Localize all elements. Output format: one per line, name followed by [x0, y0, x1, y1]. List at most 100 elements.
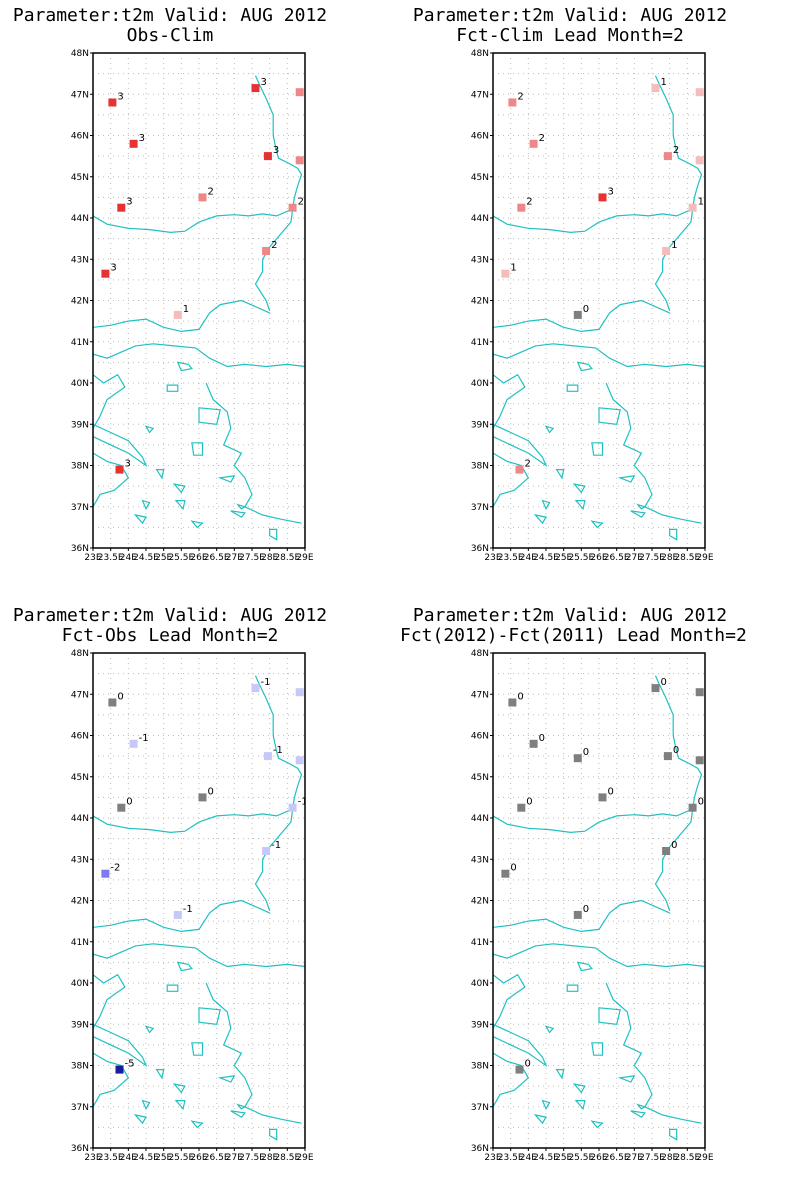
island-outline — [572, 1083, 586, 1094]
island-outline — [591, 1042, 604, 1056]
island-outline — [217, 475, 236, 483]
island-outline — [133, 514, 147, 525]
panel-title: Parameter:t2m Valid: AUG 2012 — [412, 605, 728, 626]
island-outline — [636, 1103, 647, 1110]
panel-title: Parameter:t2m Valid: AUG 2012 — [412, 5, 728, 26]
station-value-label: 0 — [126, 797, 132, 808]
station-value-label: 2 — [673, 145, 679, 156]
lat-tick-label: 37N — [471, 503, 489, 513]
lon-tick-label: 28E — [261, 1153, 278, 1160]
lon-tick-label: 27.5E — [239, 553, 265, 560]
lat-tick-label: 47N — [71, 90, 89, 100]
station-value-label: -1 — [261, 677, 271, 688]
lon-tick-label: 24E — [120, 553, 137, 560]
island-outline — [617, 1075, 636, 1083]
coastline — [654, 675, 703, 911]
lon-tick-label: 23.5E — [98, 553, 124, 560]
panel-title: Parameter:t2m Valid: AUG 2012 — [12, 605, 328, 626]
station-value-label: 1 — [661, 77, 667, 88]
station-marker — [688, 203, 697, 212]
coastline — [93, 373, 126, 429]
station-value-label: 0 — [673, 745, 679, 756]
lat-tick-label: 44N — [71, 214, 89, 224]
island-outline — [190, 1120, 204, 1129]
station-value-label: 3 — [273, 145, 279, 156]
station-marker — [198, 193, 207, 202]
station-marker — [173, 310, 182, 319]
lat-tick-label: 39N — [71, 420, 89, 430]
lat-tick-label: 40N — [471, 379, 489, 389]
station-marker — [251, 684, 260, 693]
panel-subtitle: Obs-Clim — [126, 25, 214, 46]
island-outline — [566, 384, 579, 392]
map-panel-fct-obs: Parameter:t2m Valid: AUG 2012 Fct-Obs Le… — [0, 600, 340, 1161]
station-marker — [695, 756, 704, 765]
lat-tick-label: 36N — [471, 544, 489, 554]
lat-tick-label: 43N — [71, 255, 89, 265]
lat-tick-label: 41N — [71, 338, 89, 348]
station-marker — [529, 139, 538, 148]
lon-tick-label: 26E — [590, 553, 607, 560]
station-value-label: 2 — [271, 240, 277, 251]
station-value-label: 2 — [526, 197, 532, 208]
coastline — [493, 1052, 530, 1108]
station-value-label: 0 — [526, 797, 532, 808]
station-marker — [295, 756, 304, 765]
island-outline — [174, 1100, 186, 1111]
station-marker — [598, 793, 607, 802]
station-marker — [501, 269, 510, 278]
island-outline — [236, 1103, 247, 1110]
coastline — [93, 1052, 130, 1108]
station-marker — [288, 203, 297, 212]
island-outline — [590, 1120, 604, 1129]
station-marker — [517, 803, 526, 812]
coastline — [93, 943, 305, 968]
lat-tick-label: 47N — [471, 690, 489, 700]
station-marker — [651, 84, 660, 93]
lon-tick-label: 24E — [520, 1153, 537, 1160]
map-panel-obs-clim: Parameter:t2m Valid: AUG 2012 Obs-Clim 3… — [0, 0, 340, 561]
coastline — [205, 382, 302, 524]
station-value-label: 3 — [125, 459, 131, 470]
island-outline — [155, 1069, 165, 1080]
station-value-label: -1 — [298, 797, 308, 808]
station-value-label: 2 — [298, 197, 304, 208]
lat-tick-label: 46N — [471, 132, 489, 142]
station-value-label: 2 — [517, 92, 523, 103]
island-outline — [269, 1128, 278, 1141]
station-value-label: -5 — [125, 1059, 135, 1070]
lat-tick-label: 44N — [471, 214, 489, 224]
station-value-label: 3 — [608, 186, 614, 197]
station-marker — [508, 698, 517, 707]
island-outline — [566, 984, 579, 992]
lon-tick-label: 23.5E — [498, 1153, 524, 1160]
island-outline — [230, 1110, 247, 1118]
island-outline — [191, 442, 204, 456]
lat-tick-label: 37N — [71, 1103, 89, 1113]
island-outline — [141, 1099, 151, 1111]
panel-subtitle: Fct(2012)-Fct(2011) Lead Month=2 — [400, 625, 747, 646]
station-value-label: -1 — [273, 745, 283, 756]
lat-tick-label: 43N — [71, 855, 89, 865]
island-outline — [555, 1069, 565, 1080]
station-value-label: 0 — [510, 863, 516, 874]
coastline — [93, 209, 292, 234]
island-outline — [144, 425, 155, 434]
lat-tick-label: 38N — [471, 1062, 489, 1072]
coastline — [93, 343, 305, 368]
coastline — [493, 423, 548, 468]
island-outline — [630, 510, 647, 518]
station-marker — [651, 684, 660, 693]
map-plot: 21 122 1231110248N47N46N45N44N43N42N41N40N… — [471, 49, 714, 560]
lon-tick-label: 25.5E — [568, 553, 594, 560]
station-value-label: -1 — [139, 733, 149, 744]
station-marker — [295, 88, 304, 97]
coastline — [254, 675, 303, 911]
lat-tick-label: 48N — [471, 649, 489, 659]
lat-tick-label: 39N — [471, 420, 489, 430]
station-value-label: 3 — [110, 263, 116, 274]
lon-tick-label: 24.5E — [133, 1153, 159, 1160]
lon-tick-label: 29E — [696, 1153, 713, 1160]
station-value-label: 1 — [510, 263, 516, 274]
